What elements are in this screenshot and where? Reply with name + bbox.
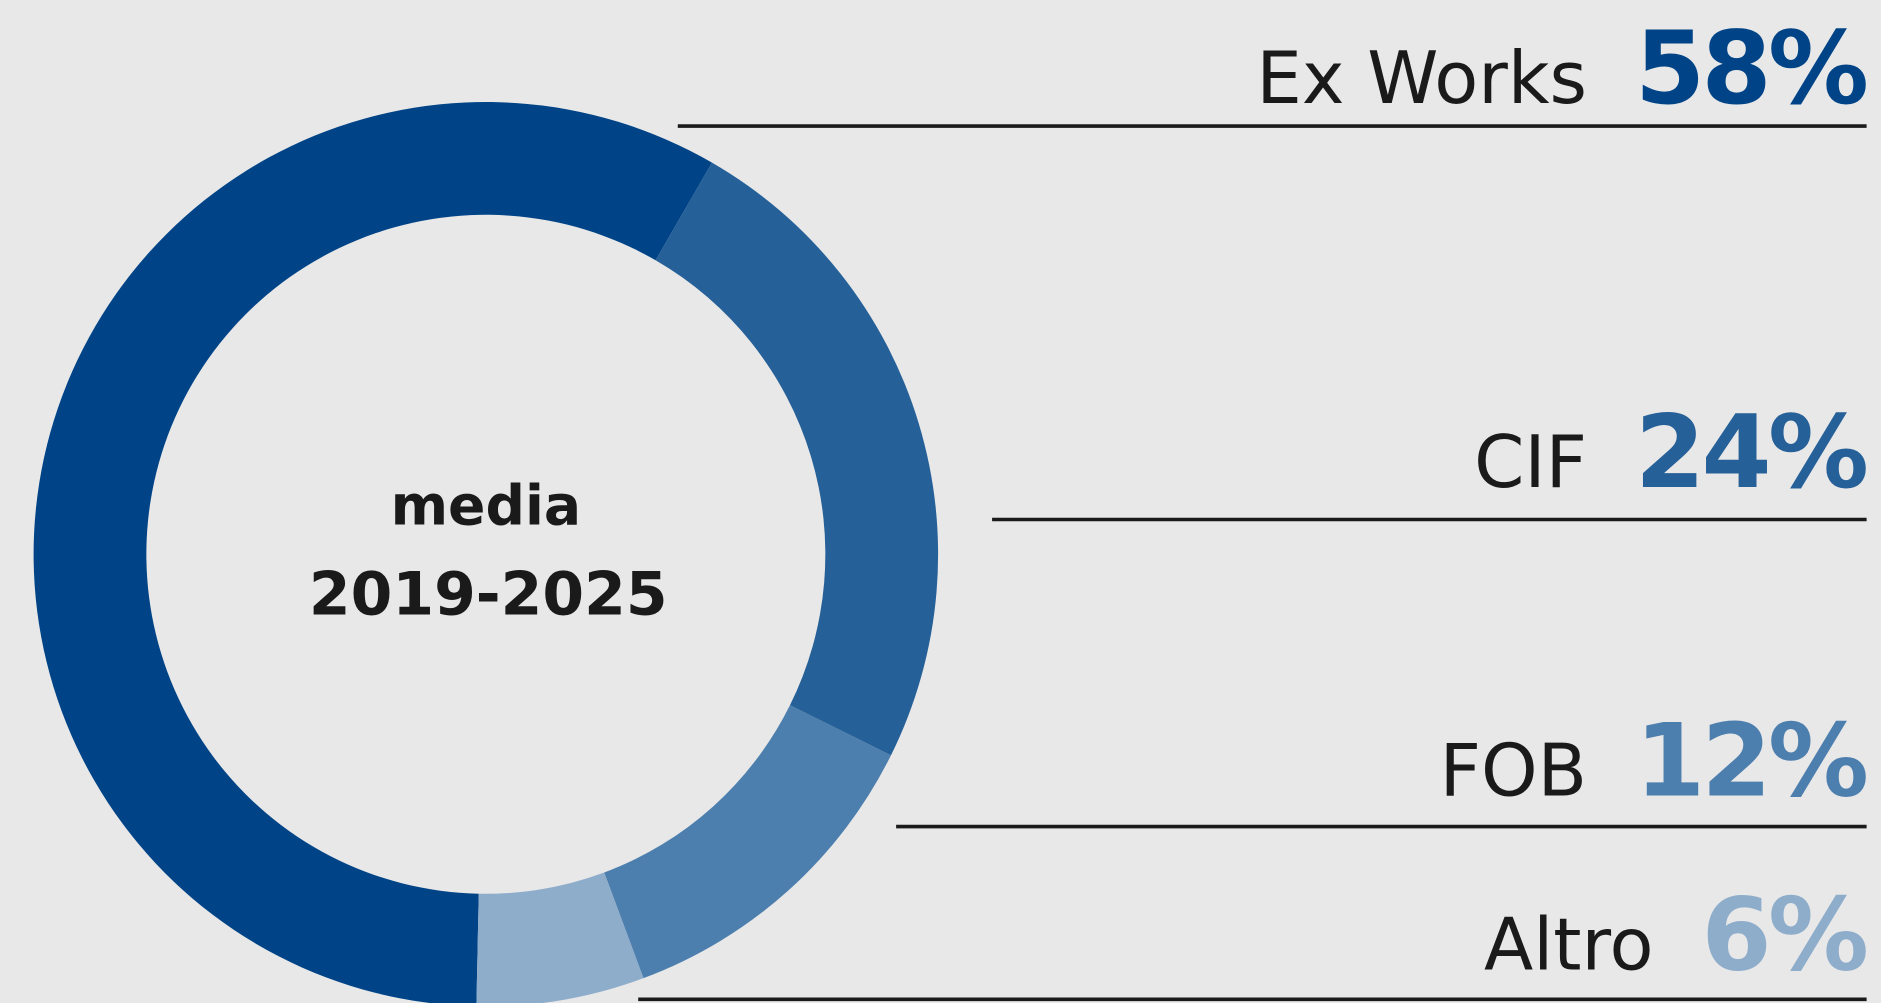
donut-segment: [476, 872, 644, 1003]
category-label: FOB: [1440, 728, 1587, 812]
category-label: Altro: [1484, 902, 1654, 986]
donut-segment: [33, 102, 712, 1003]
center-title: media: [391, 474, 582, 538]
donut-segment: [604, 705, 891, 979]
category-label: Ex Works: [1256, 36, 1587, 120]
donut-segment: [655, 162, 939, 756]
value-label: 58%: [1635, 9, 1866, 127]
center-subtitle: 2019-2025: [309, 559, 668, 629]
legend: 58% Ex Works 24% CIF 12% FOB 6% Altro: [638, 9, 1870, 1002]
donut: [33, 102, 939, 1003]
category-label: CIF: [1474, 420, 1587, 504]
value-label: 6%: [1702, 875, 1867, 993]
value-label: 12%: [1635, 701, 1866, 819]
value-label: 24%: [1635, 393, 1866, 511]
